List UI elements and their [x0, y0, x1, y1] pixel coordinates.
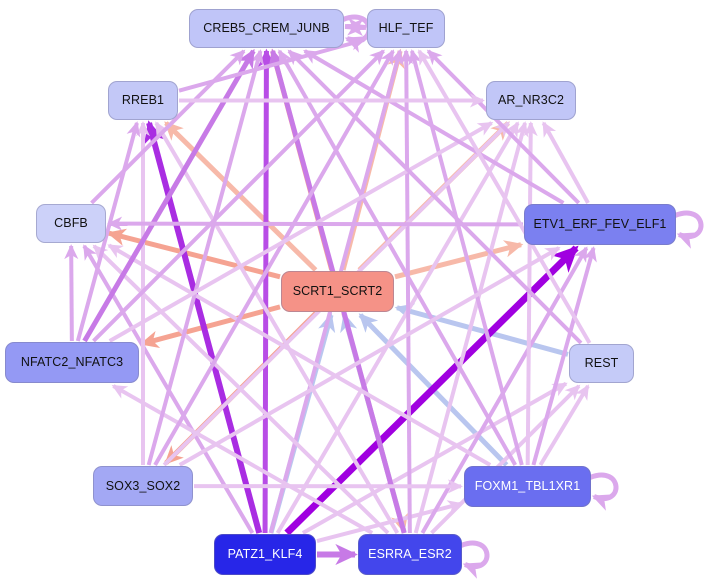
node-rest[interactable]: REST	[569, 344, 634, 383]
node-rreb1[interactable]: RREB1	[108, 81, 178, 120]
edge	[106, 228, 281, 280]
node-patz1-klf4[interactable]: PATZ1_KLF4	[214, 534, 316, 575]
edge	[394, 240, 524, 280]
node-scrt1-scrt2[interactable]: SCRT1_SCRT2	[281, 271, 394, 312]
edge	[178, 246, 561, 467]
node-label: REST	[584, 356, 619, 371]
edge	[303, 49, 565, 205]
edge	[344, 18, 367, 37]
edge	[107, 243, 492, 467]
edge	[111, 384, 374, 535]
edge	[413, 121, 529, 534]
edge	[426, 49, 581, 205]
node-label: RREB1	[121, 93, 165, 108]
node-creb5-crem-junb[interactable]: CREB5_CREM_JUNB	[189, 9, 344, 48]
node-cbfb[interactable]: CBFB	[36, 204, 106, 243]
node-hlf-tef[interactable]: HLF_TEF	[367, 9, 445, 48]
node-ar-nr3c2[interactable]: AR_NR3C2	[486, 81, 576, 120]
edges-group	[64, 14, 704, 579]
node-label: CREB5_CREM_JUNB	[203, 21, 330, 36]
node-nfatc2-nfatc3[interactable]: NFATC2_NFATC3	[5, 342, 139, 383]
edge	[108, 121, 494, 343]
node-label: AR_NR3C2	[497, 93, 565, 108]
edge	[538, 384, 590, 467]
self-loop-edge	[460, 540, 490, 579]
node-foxm1-tbl1xr1[interactable]: FOXM1_TBL1XR1	[464, 466, 591, 507]
edge	[531, 246, 597, 466]
edge	[153, 49, 395, 466]
edge	[143, 120, 263, 534]
edge	[408, 49, 524, 466]
edge	[146, 49, 264, 466]
node-esrra-esr2[interactable]: ESRRA_ESR2	[358, 534, 462, 575]
edge	[257, 48, 276, 534]
node-label: PATZ1_KLF4	[227, 547, 303, 562]
node-label: SOX3_SOX2	[105, 478, 181, 493]
edge	[107, 216, 524, 231]
node-label: ETV1_ERF_FEV_ELF1	[533, 217, 667, 232]
edge	[430, 384, 581, 535]
node-label: NFATC2_NFATC3	[20, 355, 124, 370]
edge	[154, 121, 400, 535]
edge	[75, 121, 141, 342]
node-label: ESRRA_ESR2	[368, 547, 452, 562]
edge	[277, 49, 517, 466]
node-etv1-erf-fev-elf1[interactable]: ETV1_ERF_FEV_ELF1	[524, 204, 676, 245]
node-label: FOXM1_TBL1XR1	[474, 479, 581, 494]
self-loop-edge	[589, 472, 619, 511]
node-label: CBFB	[54, 216, 88, 231]
edge	[541, 121, 590, 204]
edge	[399, 49, 414, 534]
self-loop-edge	[674, 210, 704, 249]
edge	[139, 304, 281, 349]
node-label: HLF_TEF	[378, 21, 434, 36]
edge	[64, 244, 79, 342]
edge	[178, 36, 366, 93]
node-label: SCRT1_SCRT2	[292, 284, 383, 299]
edge	[394, 303, 569, 357]
edge	[90, 49, 246, 205]
node-sox3-sox2[interactable]: SOX3_SOX2	[93, 466, 193, 506]
